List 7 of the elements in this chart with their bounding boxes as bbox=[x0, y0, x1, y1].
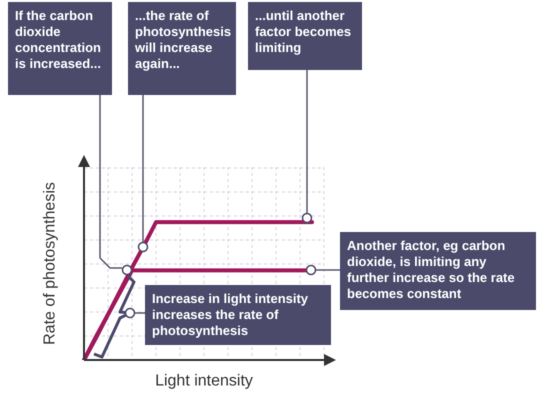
text: ...the rate of photosynthesis will increase again... bbox=[128, 2, 236, 95]
annotation: Increase in light intensity increases the rate of photosynthesis bbox=[145, 285, 331, 345]
text: If the carbon dioxide concentration is increased... bbox=[8, 2, 112, 95]
x-axis-title: Light intensity bbox=[155, 372, 253, 390]
text: ...until another factor becomes limiting bbox=[248, 2, 362, 70]
y-axis-title: Rate of photosynthesis bbox=[42, 182, 59, 345]
text: Another factor, eg carbon dioxide, is limiting any further increase so the rate becomes constant bbox=[340, 232, 536, 310]
